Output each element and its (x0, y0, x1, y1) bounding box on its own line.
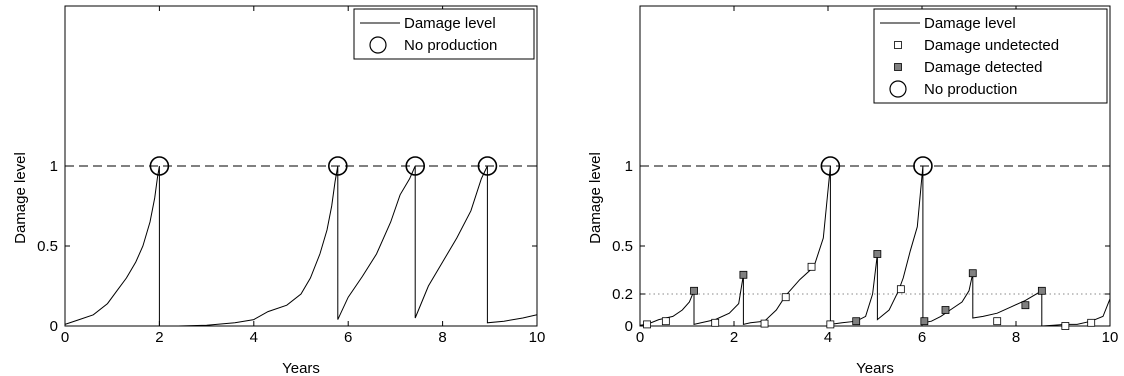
damage-detected-marker (1037, 286, 1046, 295)
legend-label: Damage undetected (924, 37, 1059, 54)
y-tick-label: 0.5 (612, 238, 633, 255)
damage-undetected-marker (781, 293, 790, 302)
x-tick-label: 4 (824, 329, 832, 346)
y-tick-label: 0 (50, 318, 58, 335)
legend-label: No production (404, 37, 497, 54)
x-tick-label: 0 (636, 329, 644, 346)
x-tick-label: 10 (1102, 329, 1119, 346)
damage-detected-marker (739, 270, 748, 279)
damage-level-line (639, 165, 1111, 327)
legend-label: Damage level (924, 15, 1016, 32)
legend-box (873, 8, 1108, 104)
damage-undetected-marker (760, 319, 769, 328)
x-tick-label: 4 (250, 329, 258, 346)
y-axis-label: Damage level (587, 152, 604, 244)
damage-detected-marker (690, 286, 698, 295)
chart-left: 0 2 4 6 8 10 0 0.5 1 Years Damage level Damage leve… (12, 5, 546, 376)
legend-circle-sample (889, 80, 907, 98)
damage-undetected-marker (661, 317, 670, 326)
x-tick-label: 6 (344, 329, 352, 346)
damage-undetected-marker (807, 262, 816, 271)
y-tick-label: 0.5 (37, 238, 58, 255)
legend-label: Damage detected (924, 59, 1042, 76)
x-tick-label: 10 (529, 329, 546, 346)
no-production-marker (913, 156, 933, 176)
legend-label: Damage level (404, 15, 496, 32)
no-production-marker (477, 156, 498, 176)
legend-circle-sample (369, 36, 387, 54)
x-tick-label: 2 (155, 329, 163, 346)
y-tick-label: 1 (50, 158, 58, 175)
x-tick-label: 8 (438, 329, 446, 346)
damage-undetected-marker (711, 318, 720, 327)
damage-undetected-marker (993, 317, 1002, 326)
x-tick-label: 6 (918, 329, 926, 346)
legend-detected-sample (894, 63, 902, 71)
no-production-marker (328, 156, 348, 176)
damage-detected-marker (920, 317, 929, 326)
legend-undetected-sample (894, 41, 902, 49)
chart-right: 0 2 4 6 8 10 0 0.2 0.5 1 Years Damage level Damage l… (587, 5, 1119, 376)
y-axis-label: Damage level (12, 152, 29, 244)
damage-undetected-marker (643, 320, 651, 329)
x-tick-label: 2 (730, 329, 738, 346)
damage-undetected-marker (896, 285, 905, 294)
no-production-marker (405, 156, 426, 176)
x-tick-label: 0 (61, 329, 69, 346)
y-tick-label: 1 (625, 158, 633, 175)
damage-level-line (64, 165, 538, 327)
x-tick-label: 8 (1012, 329, 1020, 346)
x-axis-label: Years (282, 360, 320, 376)
damage-undetected-marker (826, 320, 835, 329)
y-tick-label: 0 (625, 318, 633, 335)
legend-label: No production (924, 81, 1017, 98)
damage-undetected-marker (1061, 322, 1070, 330)
damage-detected-marker (852, 317, 861, 326)
damage-detected-marker (941, 306, 950, 314)
no-production-marker (149, 156, 170, 176)
x-axis-label: Years (856, 360, 894, 376)
damage-detected-marker (1021, 301, 1030, 310)
y-tick-label: 0.2 (612, 286, 633, 303)
damage-undetected-marker (1087, 318, 1096, 327)
damage-detected-marker (968, 269, 977, 278)
no-production-marker (820, 156, 841, 176)
damage-detected-marker (873, 250, 882, 258)
